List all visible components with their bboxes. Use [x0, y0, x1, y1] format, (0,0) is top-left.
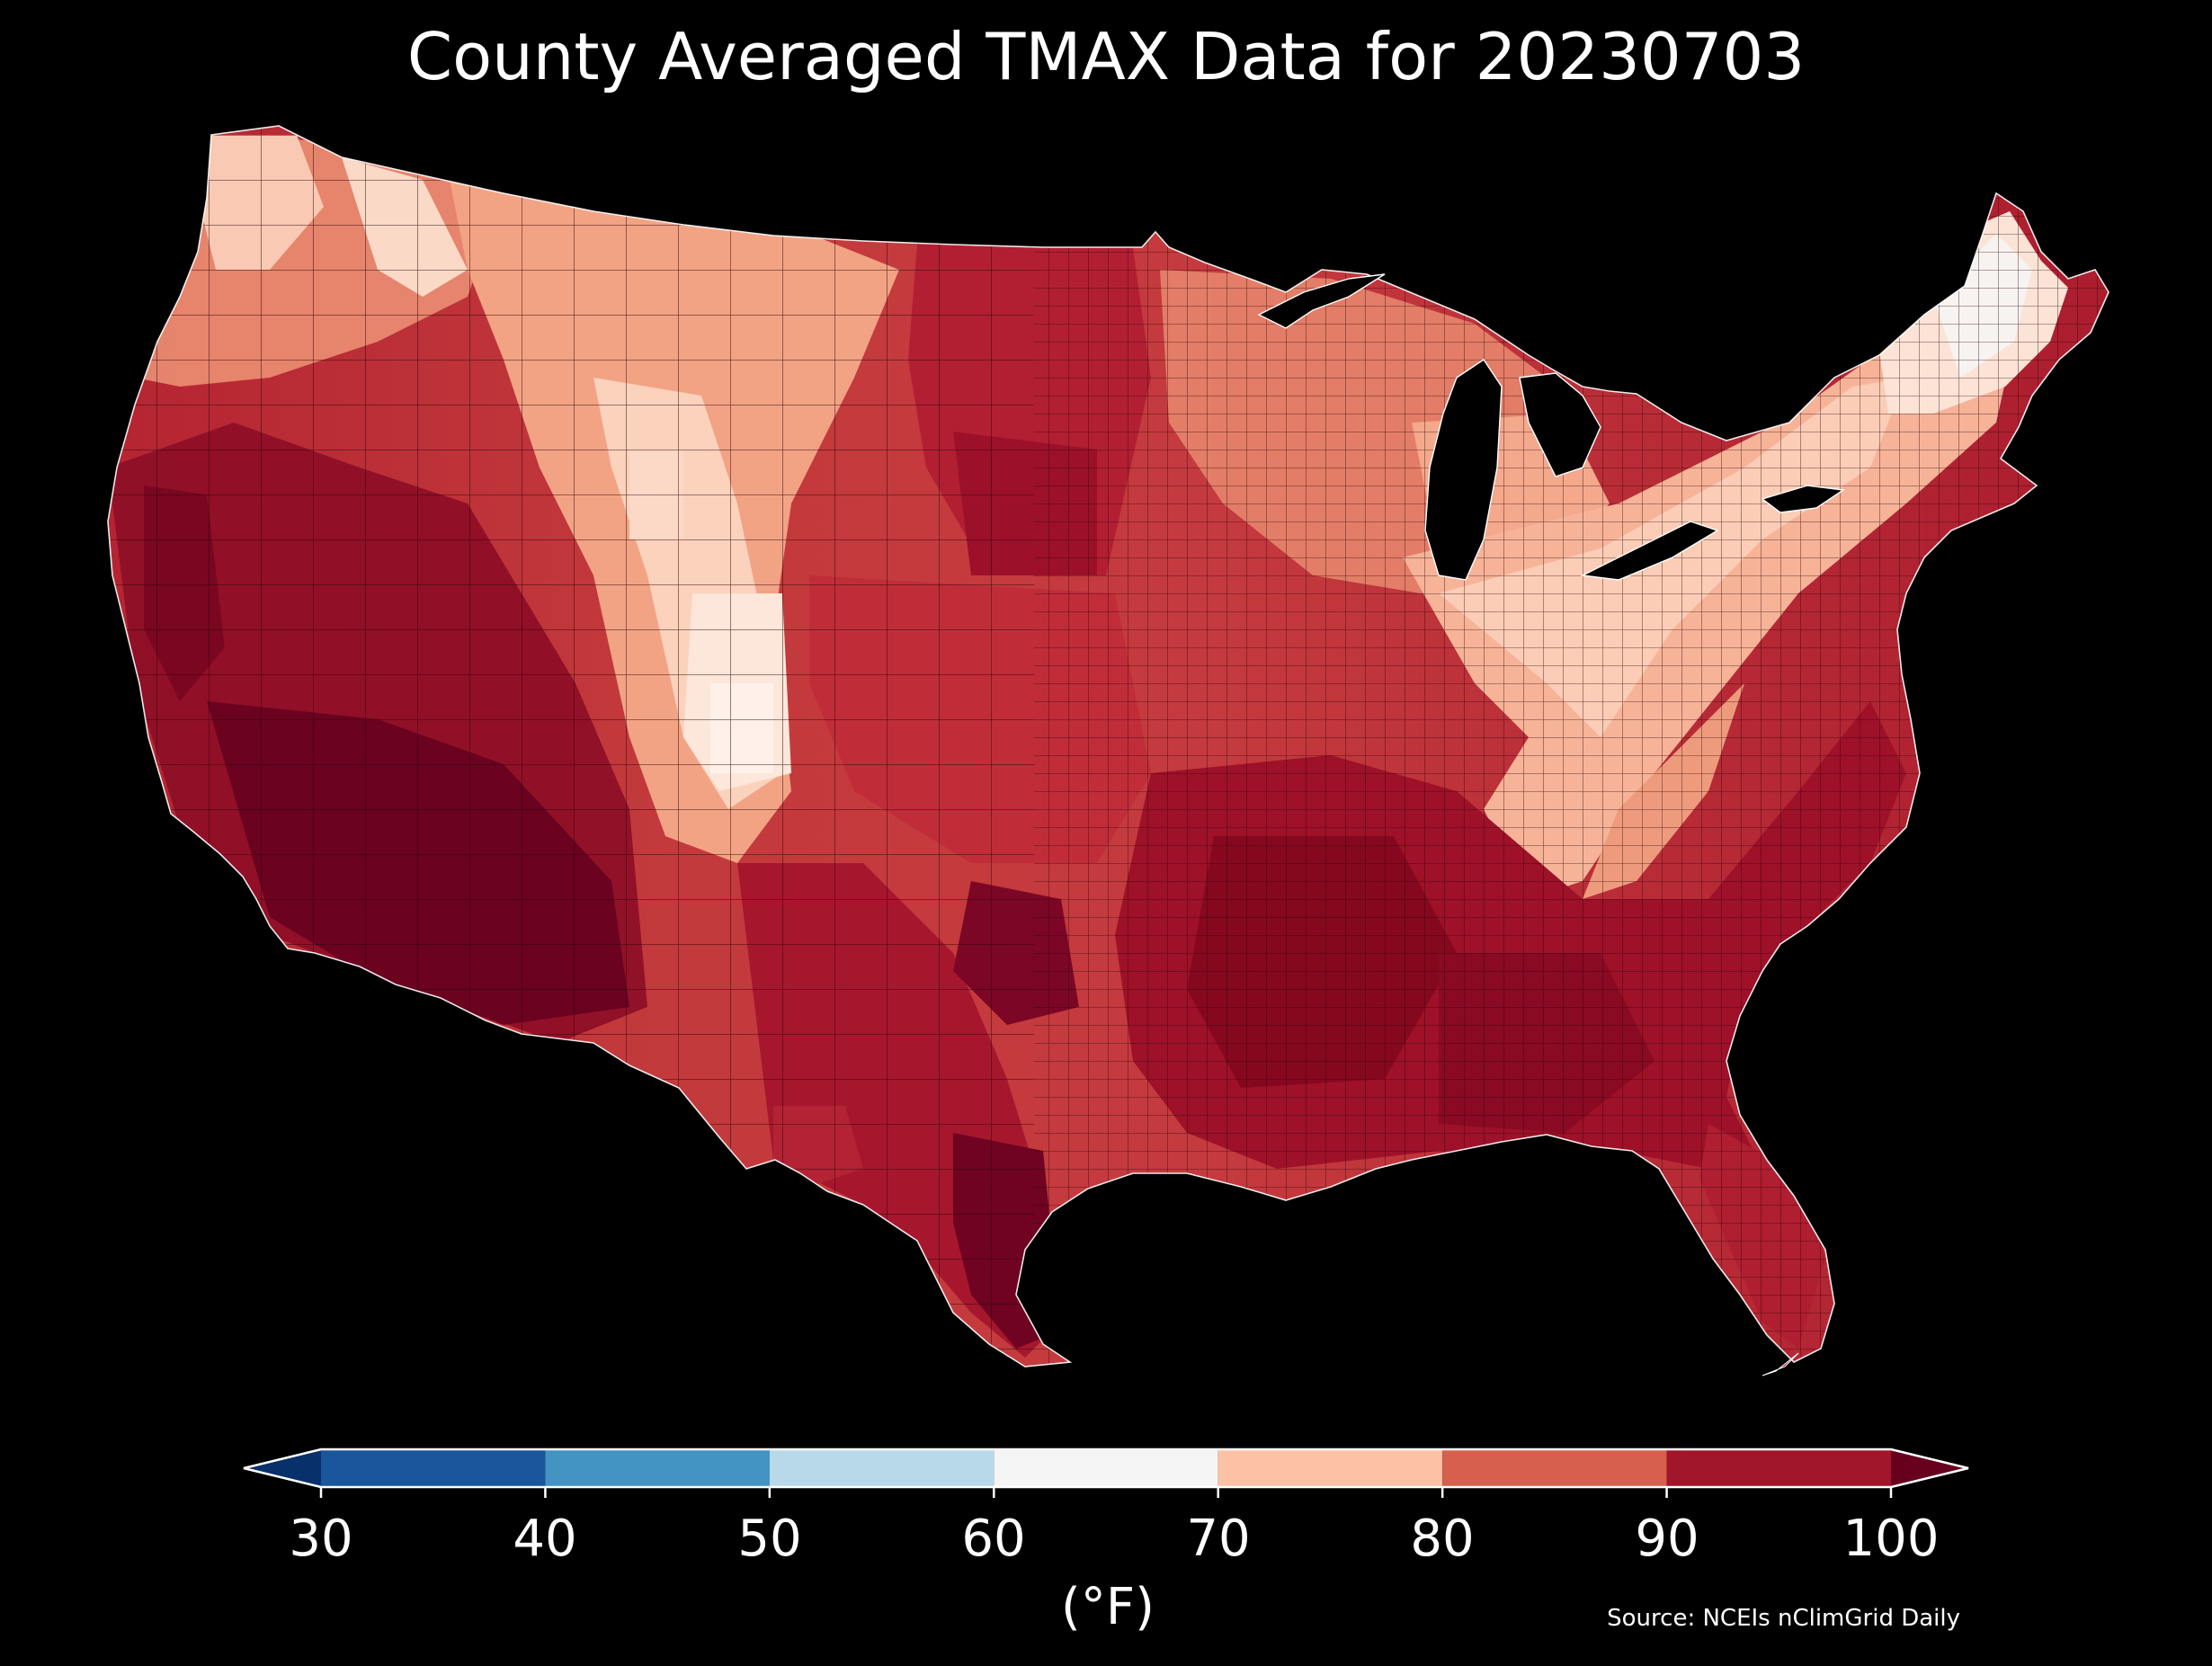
colorbar-bin-40-50: [545, 1449, 770, 1487]
colorbar-tick-90: 90: [1635, 1510, 1699, 1568]
colorbar-bin-50-60: [769, 1449, 995, 1487]
source-credit: Source: NCEIs nClimGrid Daily: [1607, 1605, 1960, 1632]
colorbar-bin-70-80: [1217, 1449, 1443, 1487]
colorbar-unit-text: (°F): [1061, 1578, 1155, 1636]
colorbar-tick-100: 100: [1842, 1510, 1940, 1568]
florida-keys: [1762, 1352, 1799, 1376]
colorbar-bin-30-40: [321, 1449, 546, 1487]
colorbar-tick-30: 30: [289, 1510, 353, 1568]
colorbar-tick-50: 50: [737, 1510, 802, 1568]
great-lakes: [1257, 273, 1845, 581]
colorbar-tick-70: 70: [1186, 1510, 1251, 1568]
colorbar-bin-90-100: [1666, 1449, 1891, 1487]
colorbar-tick-80: 80: [1410, 1510, 1475, 1568]
colorbar-tick-60: 60: [961, 1510, 1026, 1568]
colorbar-bin-60-70: [994, 1449, 1218, 1487]
colorbar-tick-40: 40: [513, 1510, 577, 1568]
map-title: County Averaged TMAX Data for 20230703: [406, 19, 1806, 94]
colorbar-under-arrow: [244, 1449, 321, 1487]
colorbar-bin-80-90: [1442, 1449, 1667, 1487]
colorbar-over-arrow: [1891, 1449, 1968, 1487]
